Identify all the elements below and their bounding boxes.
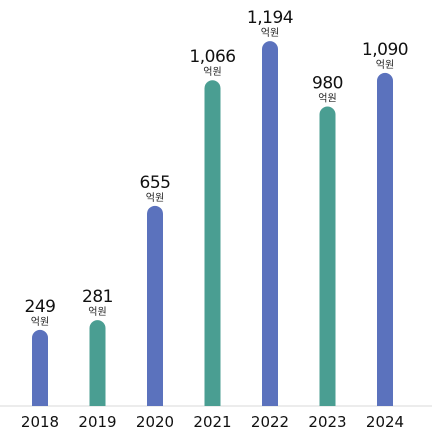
unit-label-2024: 억원 (376, 59, 394, 71)
x-tick-label-2023: 2023 (308, 413, 346, 431)
value-label-2018: 249 (25, 297, 56, 317)
bar-2021 (204, 80, 221, 406)
bar-2023 (319, 106, 336, 407)
bar-2018 (32, 329, 48, 406)
bar-2019 (89, 320, 106, 406)
bars-group (32, 41, 393, 407)
unit-label-2023: 억원 (318, 93, 336, 105)
x-tick-label-2020: 2020 (136, 413, 174, 431)
unit-label-2019: 억원 (88, 306, 106, 318)
unit-label-2018: 억원 (31, 316, 49, 328)
x-tick-label-2024: 2024 (366, 413, 404, 431)
year-labels-group: 2018 2019 2020 2021 2022 2023 2024 (21, 413, 404, 431)
x-tick-label-2022: 2022 (251, 413, 289, 431)
value-label-2023: 980 (312, 74, 343, 94)
bar-2020 (147, 205, 163, 406)
x-tick-label-2021: 2021 (193, 413, 231, 431)
value-label-2021: 1,066 (189, 47, 235, 67)
bar-2024 (377, 72, 393, 407)
value-label-2024: 1,090 (362, 40, 408, 60)
value-label-2022: 1,194 (247, 8, 293, 28)
x-tick-label-2018: 2018 (21, 413, 59, 431)
x-tick-label-2019: 2019 (78, 413, 116, 431)
value-label-2019: 281 (82, 287, 113, 307)
unit-label-2022: 억원 (261, 27, 279, 39)
value-labels-group: 249억원281억원655억원1,066억원1,194억원980억원1,090억… (25, 8, 409, 328)
value-label-2020: 655 (140, 173, 171, 193)
unit-label-2021: 억원 (203, 66, 221, 78)
unit-label-2020: 억원 (146, 192, 164, 204)
bar-2022 (262, 41, 278, 407)
